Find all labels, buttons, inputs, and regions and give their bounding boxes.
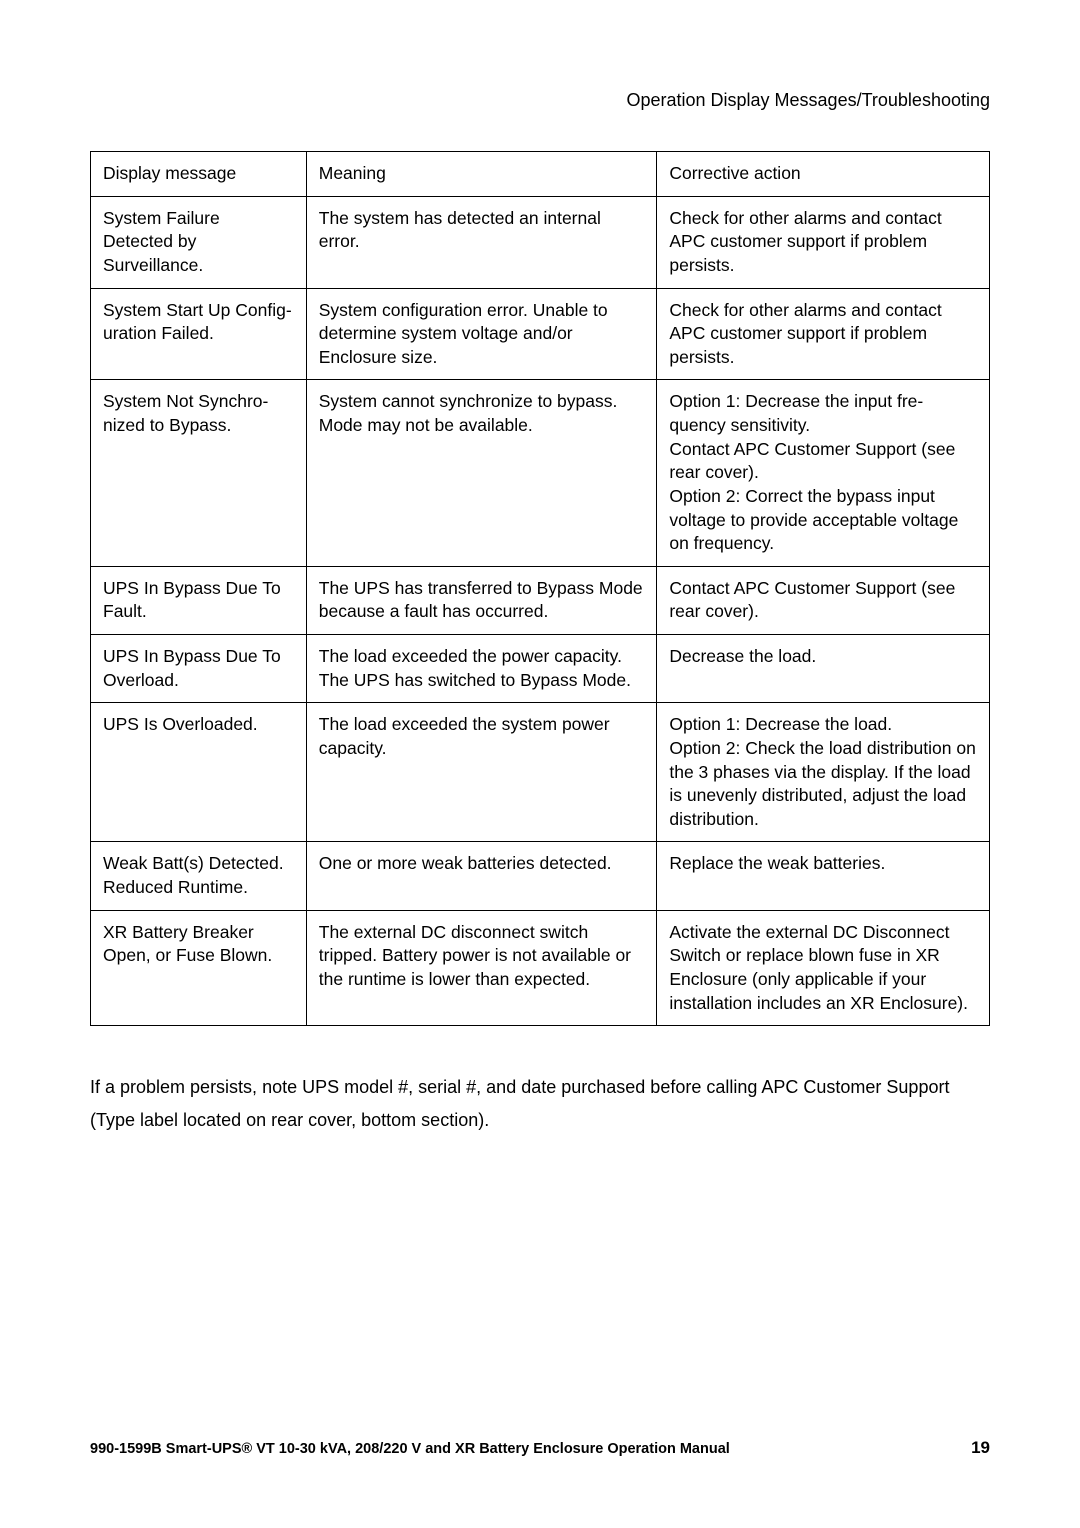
table-row: UPS In Bypass Due To Overload. The load … bbox=[91, 635, 990, 703]
cell-message: Weak Batt(s) Detected. Reduced Runtime. bbox=[91, 842, 307, 910]
table-row: System Start Up Config-uration Failed. S… bbox=[91, 288, 990, 380]
cell-action: Check for other alarms and contact APC c… bbox=[657, 196, 990, 288]
cell-message: XR Battery Breaker Open, or Fuse Blown. bbox=[91, 910, 307, 1026]
cell-action: Check for other alarms and contact APC c… bbox=[657, 288, 990, 380]
cell-meaning: The system has detected an internal erro… bbox=[306, 196, 657, 288]
table-row: UPS In Bypass Due To Fault. The UPS has … bbox=[91, 566, 990, 634]
cell-message: UPS Is Overloaded. bbox=[91, 703, 307, 842]
footer-doc-title: 990-1599B Smart-UPS® VT 10-30 kVA, 208/2… bbox=[90, 1441, 730, 1457]
cell-message: UPS In Bypass Due To Overload. bbox=[91, 635, 307, 703]
page-content: Operation Display Messages/Troubleshooti… bbox=[0, 0, 1080, 1136]
footer-page-number: 19 bbox=[971, 1438, 990, 1458]
col-meaning: Meaning bbox=[306, 152, 657, 197]
cell-meaning: The UPS has transferred to Bypass Mode b… bbox=[306, 566, 657, 634]
cell-action: Option 1: Decrease the input fre-quency … bbox=[657, 380, 990, 566]
table-row: System Not Synchro-nized to Bypass. Syst… bbox=[91, 380, 990, 566]
cell-action: Contact APC Customer Support (see rear c… bbox=[657, 566, 990, 634]
cell-action: Decrease the load. bbox=[657, 635, 990, 703]
page-footer: 990-1599B Smart-UPS® VT 10-30 kVA, 208/2… bbox=[90, 1438, 990, 1458]
cell-action: Activate the external DC Disconnect Swit… bbox=[657, 910, 990, 1026]
table-row: XR Battery Breaker Open, or Fuse Blown. … bbox=[91, 910, 990, 1026]
cell-message: System Failure Detected by Surveillance. bbox=[91, 196, 307, 288]
cell-message: System Not Synchro-nized to Bypass. bbox=[91, 380, 307, 566]
table-body: System Failure Detected by Surveillance.… bbox=[91, 196, 990, 1026]
col-corrective-action: Corrective action bbox=[657, 152, 990, 197]
cell-action: Replace the weak batteries. bbox=[657, 842, 990, 910]
cell-meaning: The external DC disconnect switch trippe… bbox=[306, 910, 657, 1026]
cell-meaning: The load exceeded the power capacity. Th… bbox=[306, 635, 657, 703]
cell-meaning: One or more weak batteries detected. bbox=[306, 842, 657, 910]
cell-action: Option 1: Decrease the load.Option 2: Ch… bbox=[657, 703, 990, 842]
cell-meaning: System configuration error. Unable to de… bbox=[306, 288, 657, 380]
cell-message: System Start Up Config-uration Failed. bbox=[91, 288, 307, 380]
cell-meaning: The load exceeded the system power capac… bbox=[306, 703, 657, 842]
table-row: System Failure Detected by Surveillance.… bbox=[91, 196, 990, 288]
table-row: Weak Batt(s) Detected. Reduced Runtime. … bbox=[91, 842, 990, 910]
table-row: UPS Is Overloaded. The load exceeded the… bbox=[91, 703, 990, 842]
cell-meaning: System cannot synchronize to bypass. Mod… bbox=[306, 380, 657, 566]
body-paragraph: If a problem persists, note UPS model #,… bbox=[90, 1071, 990, 1136]
col-display-message: Display message bbox=[91, 152, 307, 197]
troubleshooting-table: Display message Meaning Corrective actio… bbox=[90, 151, 990, 1026]
page-header-breadcrumb: Operation Display Messages/Troubleshooti… bbox=[90, 90, 990, 111]
cell-message: UPS In Bypass Due To Fault. bbox=[91, 566, 307, 634]
table-header-row: Display message Meaning Corrective actio… bbox=[91, 152, 990, 197]
